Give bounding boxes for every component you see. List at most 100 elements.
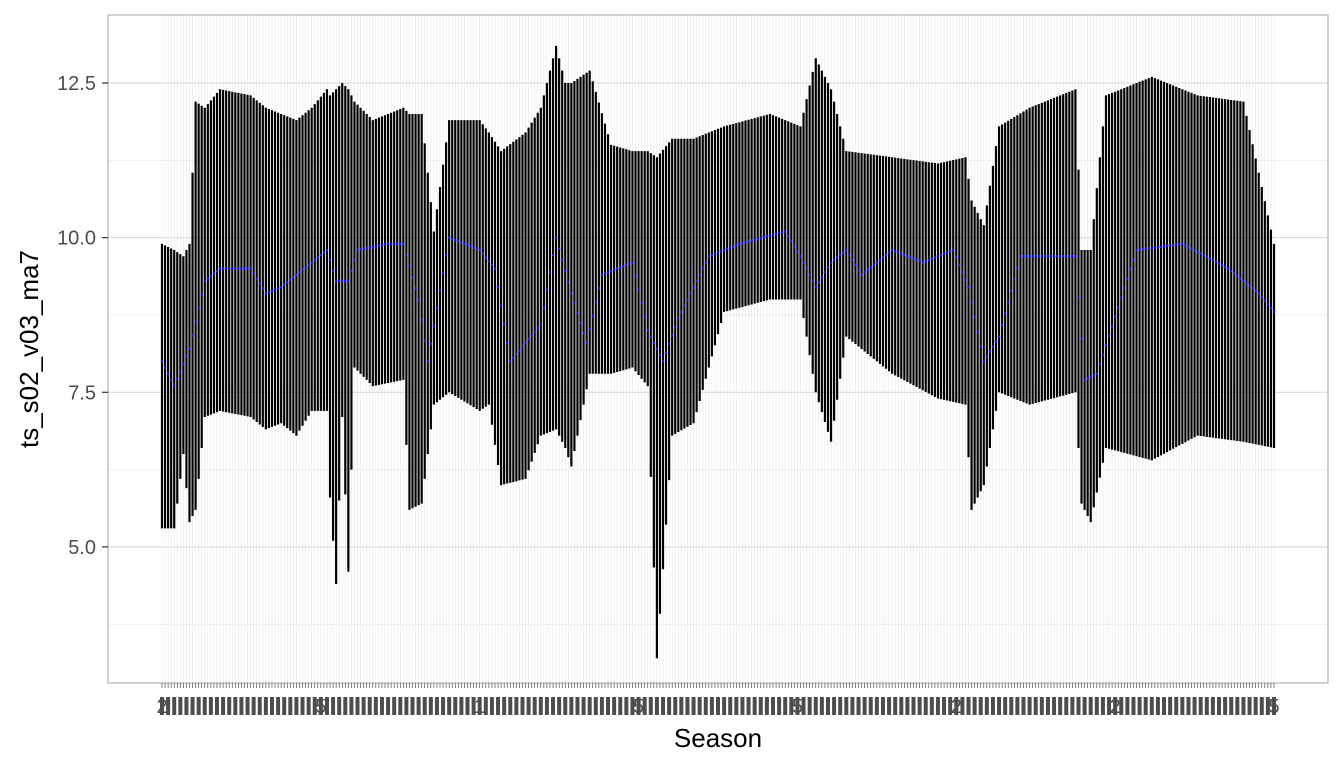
x-tick-label-overlap xyxy=(373,697,378,715)
center-point xyxy=(979,345,983,348)
center-point xyxy=(417,298,420,301)
center-point xyxy=(493,267,497,270)
x-tick-label-overlap xyxy=(361,697,366,715)
center-point xyxy=(646,329,650,332)
center-point xyxy=(848,253,851,257)
center-point xyxy=(227,267,231,270)
center-point xyxy=(1019,254,1022,258)
x-tick-label-overlap xyxy=(208,697,213,715)
center-point xyxy=(774,232,778,236)
center-point xyxy=(872,263,876,267)
center-point xyxy=(163,366,167,369)
x-tick-label-overlap xyxy=(214,697,219,715)
center-point xyxy=(1074,254,1077,258)
x-tick-label-overlap xyxy=(1003,697,1008,715)
center-point xyxy=(927,258,931,262)
x-tick-label-overlap xyxy=(838,697,843,715)
center-point xyxy=(643,315,646,319)
x-tick-label-overlap xyxy=(978,697,983,715)
center-point xyxy=(282,283,286,286)
x-tick-label-overlap xyxy=(929,697,934,715)
x-tick-label-overlap xyxy=(404,697,409,715)
center-point xyxy=(1064,254,1068,258)
center-point xyxy=(292,275,295,279)
center-point xyxy=(976,330,979,333)
x-tick-label-overlap xyxy=(483,697,488,715)
center-point xyxy=(218,267,222,270)
x-tick-label-overlap xyxy=(392,697,397,715)
x-tick-label-overlap xyxy=(551,697,556,715)
y-tick-label: 10.0 xyxy=(57,228,96,250)
center-point xyxy=(796,249,799,253)
center-point xyxy=(365,246,368,250)
center-point xyxy=(453,238,457,242)
center-point xyxy=(490,263,494,267)
center-point xyxy=(1034,254,1038,258)
center-point xyxy=(1147,247,1151,250)
center-point xyxy=(719,249,723,253)
x-tick-label-overlap xyxy=(832,697,837,715)
center-point xyxy=(279,285,283,289)
center-point xyxy=(1077,296,1080,299)
center-point xyxy=(725,247,729,251)
x-tick-label-overlap xyxy=(166,697,171,715)
center-point xyxy=(499,304,503,308)
center-point xyxy=(395,242,399,246)
center-point xyxy=(304,266,307,269)
center-point xyxy=(530,334,533,337)
x-tick-label-overlap xyxy=(716,697,720,715)
x-tick-label-overlap xyxy=(1009,697,1014,715)
center-point xyxy=(710,253,714,257)
x-tick-label-overlap xyxy=(1045,697,1050,715)
x-tick-label-overlap xyxy=(233,697,238,715)
center-point xyxy=(295,273,298,277)
center-point xyxy=(1177,242,1181,246)
x-tick-label-overlap xyxy=(1247,697,1252,715)
center-point xyxy=(188,347,191,351)
center-point xyxy=(350,269,353,272)
center-point xyxy=(1049,254,1053,258)
center-point xyxy=(765,235,769,238)
center-point xyxy=(322,251,326,254)
center-point xyxy=(389,242,393,246)
center-point xyxy=(582,331,585,335)
x-tick-label-overlap xyxy=(1253,697,1258,715)
x-tick-label-overlap xyxy=(178,697,183,715)
center-point xyxy=(982,360,986,363)
x-tick-label-overlap xyxy=(477,697,482,715)
x-tick-label-overlap xyxy=(1125,697,1130,715)
center-point xyxy=(343,279,347,283)
x-tick-label-overlap xyxy=(703,697,708,715)
x-tick-label-overlap xyxy=(618,697,623,715)
center-point xyxy=(484,256,488,259)
center-point xyxy=(200,293,204,296)
x-tick-label-overlap xyxy=(1223,697,1228,715)
center-point xyxy=(175,377,179,380)
center-point xyxy=(1174,243,1178,246)
center-point xyxy=(1086,377,1089,380)
x-tick-label-overlap xyxy=(722,697,727,715)
center-point xyxy=(759,236,763,240)
center-point xyxy=(521,345,524,348)
x-tick-label-overlap xyxy=(538,697,543,715)
center-point xyxy=(811,279,815,283)
x-tick-label-overlap xyxy=(312,697,317,715)
x-tick-label-overlap xyxy=(856,697,861,715)
x-tick-label-overlap xyxy=(257,697,262,715)
center-point xyxy=(686,298,689,301)
center-point xyxy=(273,288,277,291)
center-point xyxy=(997,335,1001,338)
x-tick-label-overlap xyxy=(685,697,690,715)
x-tick-label-overlap xyxy=(1113,697,1118,715)
center-point xyxy=(967,285,970,289)
center-point xyxy=(680,310,683,314)
center-point xyxy=(857,268,860,272)
x-tick-label-overlap xyxy=(269,697,274,715)
center-point xyxy=(744,240,747,244)
x-tick-label-overlap xyxy=(691,697,696,715)
center-point xyxy=(942,252,946,256)
center-point xyxy=(817,280,821,284)
center-point xyxy=(319,253,323,257)
x-tick-label-overlap xyxy=(825,697,830,715)
